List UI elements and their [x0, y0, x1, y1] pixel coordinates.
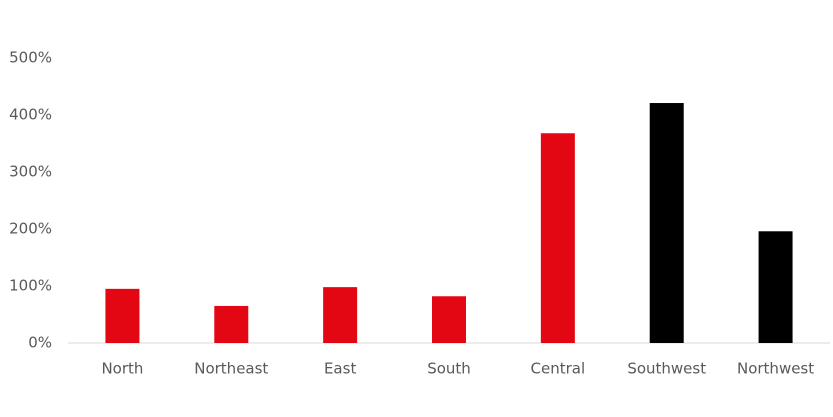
y-tick-label: 200% [9, 220, 52, 238]
bar [758, 231, 793, 343]
bar [214, 305, 249, 343]
x-tick-label: Northwest [737, 360, 814, 378]
y-tick-label: 100% [9, 277, 52, 295]
bar [649, 103, 684, 343]
y-tick-label: 400% [9, 106, 52, 124]
bar [432, 296, 466, 343]
x-tick-label: Central [531, 360, 586, 378]
x-tick-label: Southwest [627, 360, 706, 378]
x-tick-label: North [101, 360, 143, 378]
x-tick-label: East [324, 360, 356, 378]
x-tick-label: Northeast [194, 360, 268, 378]
bar [540, 133, 575, 343]
bar [105, 288, 140, 343]
y-tick-label: 500% [9, 49, 52, 67]
x-tick-label: South [427, 360, 471, 378]
y-tick-label: 0% [28, 334, 52, 352]
y-tick-label: 300% [9, 163, 52, 181]
bar [323, 287, 358, 343]
